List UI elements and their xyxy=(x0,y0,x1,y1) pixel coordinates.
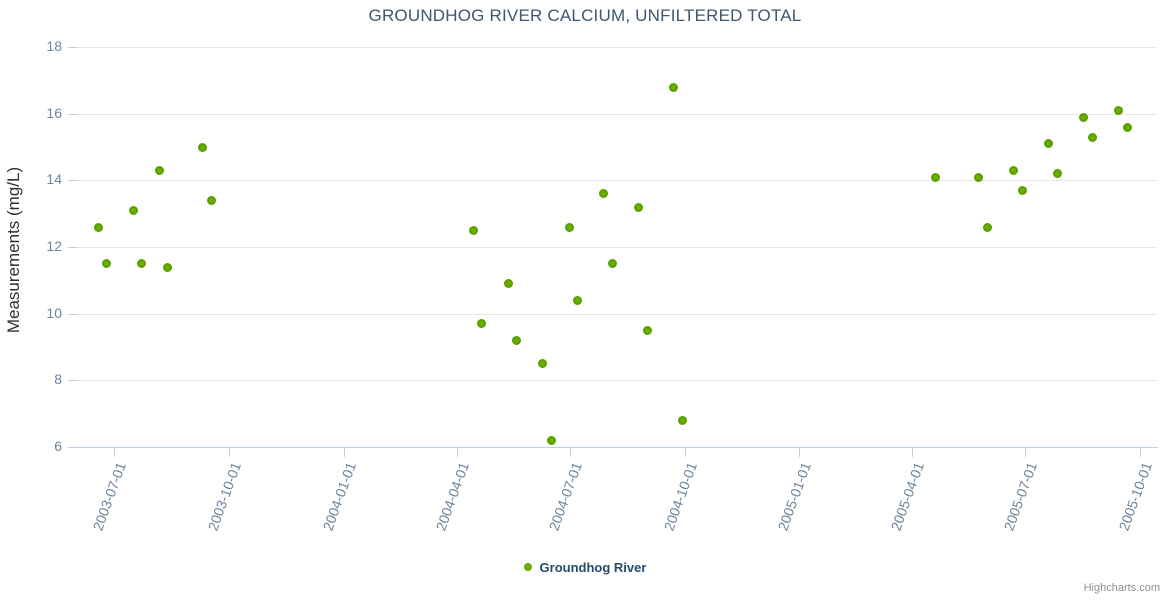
credits-label: Highcharts.com xyxy=(1083,582,1160,594)
data-point[interactable] xyxy=(599,189,609,199)
data-point[interactable] xyxy=(1087,132,1097,142)
data-point[interactable] xyxy=(207,195,217,205)
data-point[interactable] xyxy=(1009,165,1019,175)
x-axis-tick-mark xyxy=(114,448,116,457)
y-axis-tick-label: 14 xyxy=(46,171,62,188)
plot-area xyxy=(77,47,1157,447)
data-point[interactable] xyxy=(93,222,103,232)
data-point[interactable] xyxy=(503,279,513,289)
gridline xyxy=(77,180,1157,182)
data-point[interactable] xyxy=(669,82,679,92)
chart-legend: Groundhog River xyxy=(0,560,1170,575)
data-point[interactable] xyxy=(1113,105,1123,115)
legend-item-groundhog-river[interactable]: Groundhog River xyxy=(523,560,647,575)
data-point[interactable] xyxy=(564,222,574,232)
y-axis-tick-mark xyxy=(68,113,77,115)
y-axis-tick-mark xyxy=(68,247,77,248)
x-axis-tick-mark xyxy=(911,448,913,457)
x-axis-tick-mark xyxy=(570,448,572,457)
y-axis-tick-mark xyxy=(68,380,77,382)
data-point[interactable] xyxy=(154,165,164,175)
data-point[interactable] xyxy=(634,202,644,212)
x-axis-tick-mark xyxy=(1139,448,1141,457)
x-axis-tick-mark xyxy=(456,448,458,457)
data-point[interactable] xyxy=(102,259,112,269)
data-point[interactable] xyxy=(128,205,138,215)
data-point[interactable] xyxy=(198,142,208,152)
data-point[interactable] xyxy=(608,259,618,269)
legend-marker-icon xyxy=(523,563,532,571)
x-axis-tick-mark xyxy=(1024,448,1026,457)
y-axis-tick-label: 18 xyxy=(46,38,62,54)
data-point[interactable] xyxy=(573,295,583,305)
y-axis-tick-mark xyxy=(68,447,77,448)
data-point[interactable] xyxy=(1052,169,1062,179)
y-axis-tick-label: 8 xyxy=(54,371,62,388)
data-point[interactable] xyxy=(1017,185,1027,195)
data-point[interactable] xyxy=(1122,122,1132,132)
data-point[interactable] xyxy=(137,259,147,269)
gridline xyxy=(77,113,1157,115)
legend-item-label: Groundhog River xyxy=(539,560,647,575)
data-point[interactable] xyxy=(547,435,557,445)
data-point[interactable] xyxy=(677,415,687,425)
data-point[interactable] xyxy=(512,335,522,345)
data-point[interactable] xyxy=(163,262,173,272)
data-point[interactable] xyxy=(974,172,984,182)
y-axis-tick-label: 10 xyxy=(46,304,62,321)
data-point[interactable] xyxy=(1079,112,1088,122)
x-axis-tick-mark xyxy=(343,448,345,457)
data-point[interactable] xyxy=(477,319,487,329)
y-axis-tick-label: 6 xyxy=(54,438,62,454)
gridline xyxy=(77,380,1157,382)
data-point[interactable] xyxy=(538,359,548,369)
data-point[interactable] xyxy=(643,325,653,335)
x-axis-tick-mark xyxy=(799,448,801,457)
data-point[interactable] xyxy=(930,172,940,182)
y-axis-tick-label: 16 xyxy=(46,104,62,121)
data-point[interactable] xyxy=(1044,139,1054,149)
chart-title: GROUNDHOG RIVER CALCIUM, UNFILTERED TOTA… xyxy=(368,6,802,25)
y-axis-tick-mark xyxy=(68,180,77,182)
x-axis-line xyxy=(77,447,1158,448)
x-axis-tick-mark xyxy=(228,448,230,457)
gridline xyxy=(77,247,1157,248)
gridline xyxy=(77,313,1157,315)
gridline xyxy=(77,47,1157,48)
y-axis-tick-mark xyxy=(68,47,77,48)
data-point[interactable] xyxy=(468,225,478,235)
x-axis-tick-mark xyxy=(684,448,686,457)
y-axis-tick-label: 12 xyxy=(46,238,62,254)
y-axis-tick-mark xyxy=(68,313,77,315)
data-point[interactable] xyxy=(983,222,993,232)
